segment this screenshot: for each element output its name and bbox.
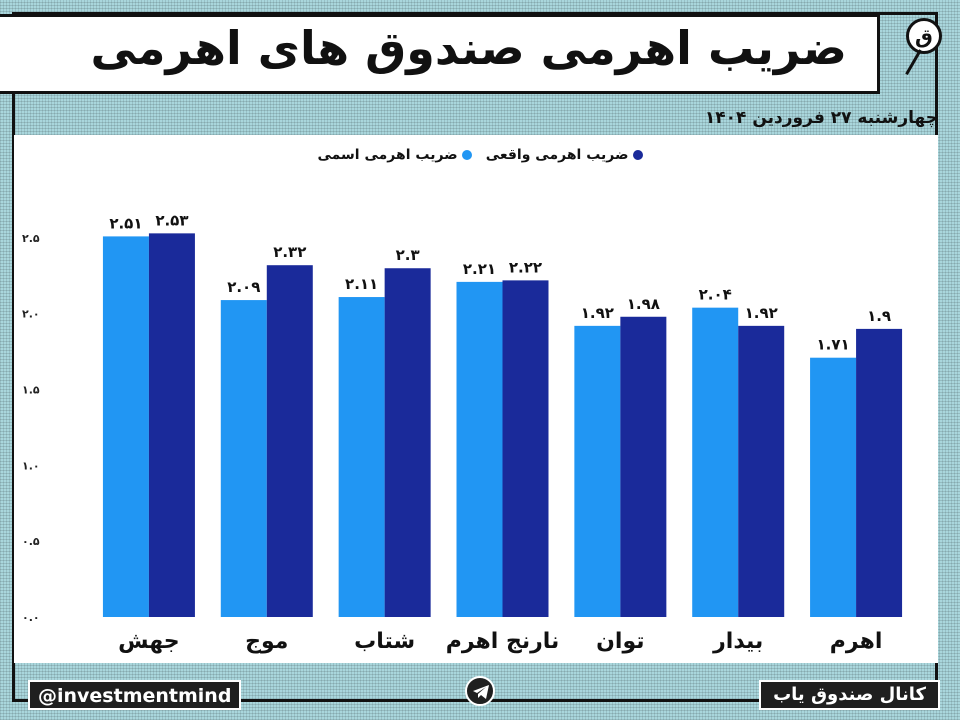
legend-item-nominal: ضریب اهرمی اسمی — [317, 145, 472, 165]
data-label: ۲.۵۱ — [109, 214, 142, 232]
magnifier-logo-icon: ق — [906, 18, 942, 54]
bar-nominal — [338, 297, 385, 617]
bar-real — [266, 265, 313, 617]
data-label: ۲.۲۲ — [509, 258, 542, 276]
y-tick-label: ۰.۰ — [22, 611, 40, 624]
data-label: ۲.۰۹ — [227, 278, 260, 296]
category-label: موج — [245, 629, 288, 654]
bar-nominal — [102, 236, 149, 617]
bar-real — [738, 325, 785, 617]
data-label: ۱.۹۲ — [581, 304, 614, 322]
y-tick-label: ۲.۰ — [22, 308, 40, 321]
data-label: ۲.۲۱ — [463, 260, 496, 278]
y-tick-label: ۱.۵ — [22, 384, 40, 397]
y-tick-label: ۱.۰ — [22, 459, 40, 472]
data-label: ۱.۹۲ — [745, 304, 778, 322]
y-tick-label: ۲.۵ — [22, 232, 40, 245]
data-label: ۱.۹۸ — [627, 295, 660, 313]
date-label: چهارشنبه ۲۷ فروردین ۱۴۰۴ — [704, 108, 938, 128]
bar-nominal — [810, 357, 857, 617]
category-label: شتاب — [354, 629, 415, 654]
data-label: ۲.۱۱ — [345, 275, 378, 293]
footer-handle[interactable]: @investmentmind — [28, 680, 242, 710]
data-label: ۲.۳۲ — [273, 243, 306, 261]
bar-real — [148, 233, 195, 618]
bar-real — [856, 328, 903, 617]
category-label: نارنج اهرم — [446, 629, 560, 654]
data-label: ۲.۳ — [396, 246, 420, 264]
bar-real — [502, 280, 549, 617]
category-label: بیدار — [712, 629, 763, 654]
telegram-icon[interactable] — [465, 676, 495, 706]
data-label: ۱.۹ — [867, 307, 891, 325]
title-banner: ضریب اهرمی صندوق های اهرمی — [0, 14, 880, 94]
bar-nominal — [220, 300, 267, 617]
bar-real — [384, 268, 431, 617]
category-label: توان — [596, 629, 644, 654]
legend-swatch-real — [632, 150, 643, 160]
legend-item-real: ضریب اهرمی واقعی — [486, 145, 643, 165]
y-tick-label: ۰.۵ — [22, 535, 40, 548]
legend-label-real: ضریب اهرمی واقعی — [485, 147, 629, 163]
bar-nominal — [574, 325, 621, 617]
bar-real — [620, 316, 667, 617]
data-label: ۲.۵۳ — [155, 211, 188, 229]
chart-legend: ضریب اهرمی واقعی ضریب اهرمی اسمی — [300, 145, 660, 165]
category-label: جهش — [118, 629, 179, 654]
legend-label-nominal: ضریب اهرمی اسمی — [317, 147, 458, 163]
page-title: ضریب اهرمی صندوق های اهرمی — [90, 21, 847, 75]
data-label: ۲.۰۴ — [699, 286, 732, 304]
bar-nominal — [456, 281, 503, 617]
legend-swatch-nominal — [461, 150, 472, 160]
data-label: ۱.۷۱ — [816, 336, 849, 354]
category-label: اهرم — [830, 629, 883, 654]
footer-channel[interactable]: کانال صندوق یاب — [759, 680, 940, 710]
bar-nominal — [692, 307, 739, 617]
